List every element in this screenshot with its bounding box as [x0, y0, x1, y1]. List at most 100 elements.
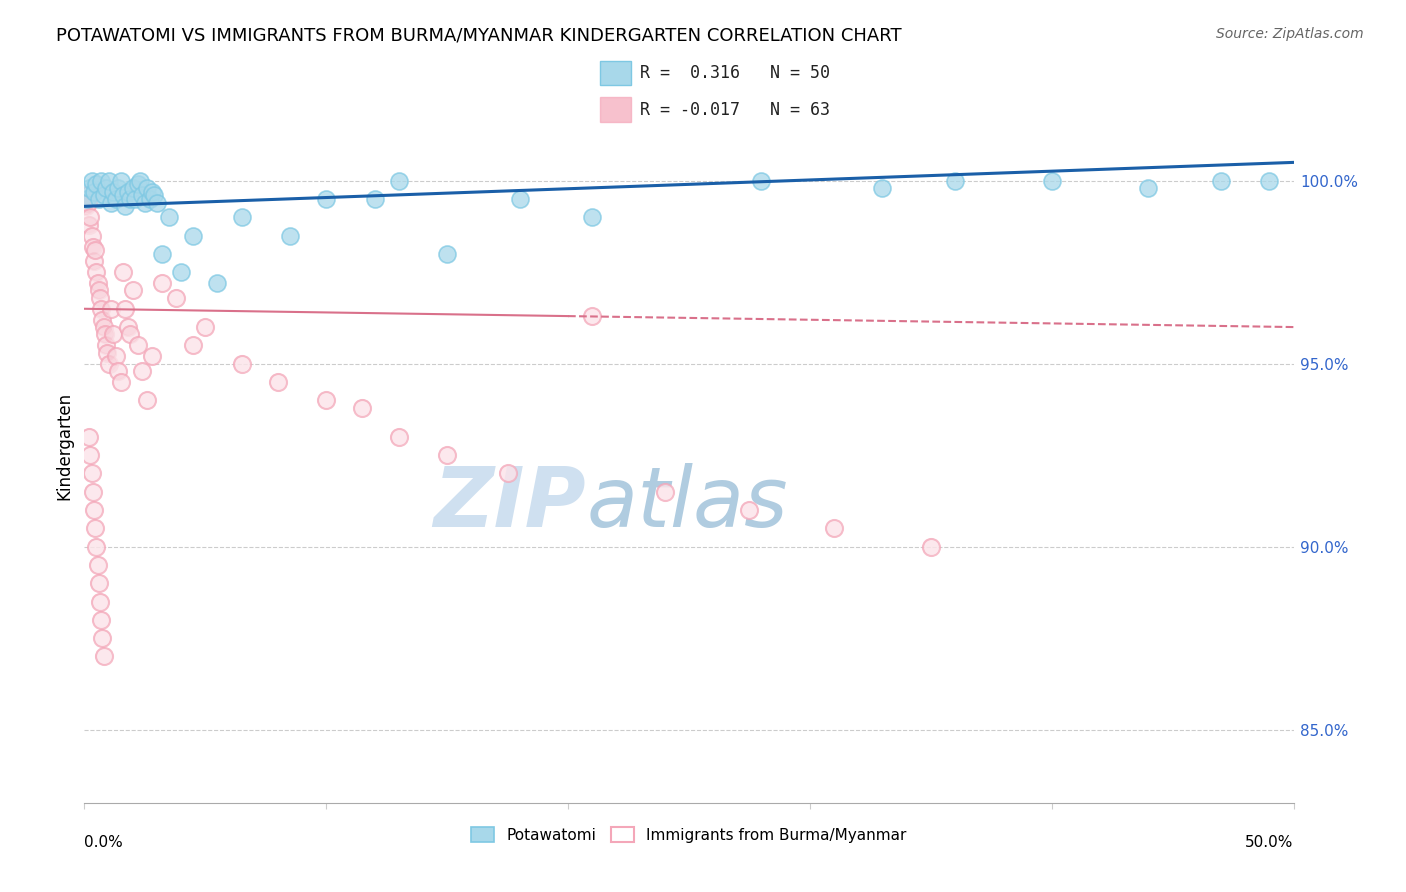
- Point: [138, 192, 160, 206]
- Point: [388, 430, 411, 444]
- Point: [87, 284, 110, 298]
- Point: [83, 254, 105, 268]
- Point: [86, 276, 108, 290]
- Point: [117, 185, 139, 199]
- Point: [83, 503, 105, 517]
- Point: [496, 467, 519, 481]
- Point: [143, 188, 166, 202]
- Point: [315, 192, 337, 206]
- Point: [131, 188, 153, 202]
- Point: [77, 195, 100, 210]
- Point: [207, 276, 229, 290]
- Point: [87, 576, 110, 591]
- Point: [91, 631, 114, 645]
- Point: [112, 265, 135, 279]
- Point: [90, 301, 112, 316]
- Point: [1209, 174, 1232, 188]
- Point: [86, 178, 108, 192]
- Point: [117, 320, 139, 334]
- Point: [231, 357, 253, 371]
- Point: [751, 174, 773, 188]
- Point: [96, 345, 118, 359]
- Point: [388, 174, 411, 188]
- Point: [86, 540, 108, 554]
- Point: [93, 649, 115, 664]
- Legend: Potawatomi, Immigrants from Burma/Myanmar: Potawatomi, Immigrants from Burma/Myanma…: [465, 821, 912, 848]
- Point: [114, 301, 136, 316]
- Point: [89, 291, 111, 305]
- Point: [76, 192, 98, 206]
- Point: [267, 375, 290, 389]
- Point: [150, 276, 173, 290]
- Point: [110, 174, 132, 188]
- Point: [80, 228, 103, 243]
- Point: [943, 174, 966, 188]
- Point: [121, 284, 143, 298]
- Point: [136, 393, 159, 408]
- Point: [114, 301, 136, 316]
- Point: [231, 211, 253, 225]
- Point: [104, 349, 127, 363]
- Point: [436, 247, 458, 261]
- Point: [91, 631, 114, 645]
- Point: [86, 265, 108, 279]
- Point: [436, 448, 458, 462]
- Point: [79, 211, 101, 225]
- Point: [120, 327, 142, 342]
- Point: [82, 239, 104, 253]
- Point: [920, 540, 942, 554]
- Point: [84, 244, 107, 258]
- Point: [120, 327, 142, 342]
- Point: [75, 199, 97, 213]
- Point: [150, 247, 173, 261]
- Point: [134, 195, 156, 210]
- Point: [131, 364, 153, 378]
- Point: [76, 188, 98, 202]
- Point: [94, 327, 117, 342]
- Point: [194, 320, 217, 334]
- Point: [110, 375, 132, 389]
- Point: [436, 448, 458, 462]
- Point: [654, 484, 676, 499]
- Point: [112, 265, 135, 279]
- Point: [181, 338, 204, 352]
- Point: [77, 218, 100, 232]
- Point: [82, 484, 104, 499]
- Point: [165, 291, 187, 305]
- Point: [136, 181, 159, 195]
- Point: [90, 613, 112, 627]
- Text: ZIP: ZIP: [433, 463, 586, 543]
- Point: [79, 211, 101, 225]
- Point: [86, 540, 108, 554]
- Point: [77, 430, 100, 444]
- Point: [89, 291, 111, 305]
- Point: [91, 312, 114, 326]
- Point: [107, 364, 129, 378]
- Point: [77, 218, 100, 232]
- Point: [89, 594, 111, 608]
- Point: [194, 320, 217, 334]
- Point: [127, 338, 149, 352]
- Point: [79, 448, 101, 462]
- Point: [76, 188, 98, 202]
- Point: [93, 320, 115, 334]
- Point: [87, 284, 110, 298]
- Point: [82, 484, 104, 499]
- Point: [80, 174, 103, 188]
- Point: [84, 521, 107, 535]
- Point: [181, 338, 204, 352]
- Point: [107, 181, 129, 195]
- Point: [129, 174, 152, 188]
- Text: 0.0%: 0.0%: [84, 835, 124, 850]
- Point: [90, 613, 112, 627]
- Point: [80, 467, 103, 481]
- Point: [120, 192, 142, 206]
- Bar: [600, 97, 631, 122]
- Point: [80, 467, 103, 481]
- Point: [86, 558, 108, 572]
- Text: POTAWATOMI VS IMMIGRANTS FROM BURMA/MYANMAR KINDERGARTEN CORRELATION CHART: POTAWATOMI VS IMMIGRANTS FROM BURMA/MYAN…: [56, 27, 901, 45]
- Point: [83, 503, 105, 517]
- Point: [93, 320, 115, 334]
- Point: [181, 228, 204, 243]
- Point: [738, 503, 761, 517]
